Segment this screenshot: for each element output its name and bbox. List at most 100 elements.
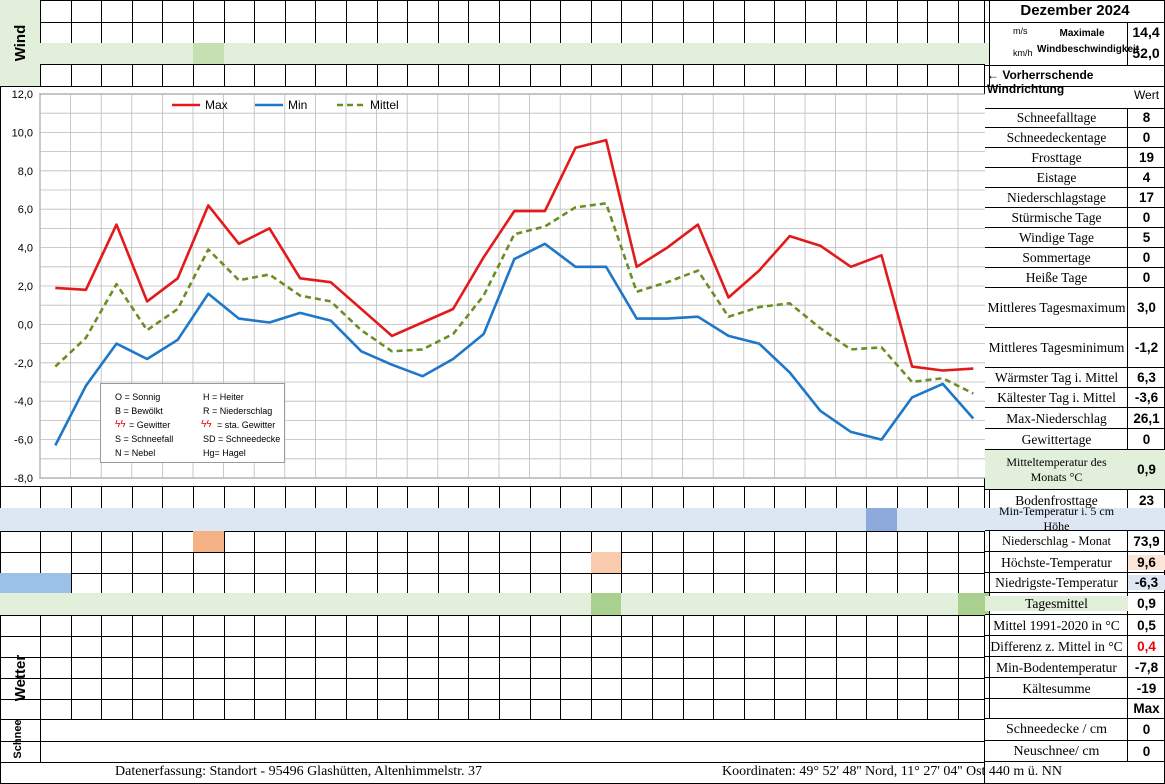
weather-code <box>132 615 163 636</box>
day-number <box>193 486 224 508</box>
legend-item: O = Sonnig <box>115 392 161 402</box>
row-summary-label: Mittel 1991-2020 in °C <box>993 617 1120 633</box>
niedrigst-value <box>132 573 163 593</box>
wind-direction <box>315 64 346 86</box>
niederschlag-value <box>683 531 714 552</box>
day-number <box>836 486 867 508</box>
wind-kmh-value <box>132 43 163 64</box>
mittel-value <box>162 593 193 615</box>
grid-line <box>1127 208 1128 228</box>
weather-code <box>866 657 897 678</box>
day-number <box>530 486 561 508</box>
stat-label: Niederschlagstage <box>1007 190 1106 205</box>
stat-value: 0 <box>1142 130 1151 145</box>
mittel-value <box>40 593 71 615</box>
stat-value: -3,6 <box>1134 390 1159 405</box>
mittel-value <box>590 593 622 615</box>
min5cm-value <box>468 508 499 531</box>
legend-row: B = Bewölkt R = Niederschlag <box>115 406 285 419</box>
row-divider <box>0 64 985 65</box>
grid-line <box>1127 188 1128 208</box>
hoechst-value <box>774 552 805 573</box>
row-summary-label: Schneedecke / cm <box>1005 722 1108 737</box>
series-line-mittel <box>54 202 974 395</box>
wind-direction <box>560 64 591 86</box>
weather-code <box>101 636 132 657</box>
stat-value: 5 <box>1142 230 1151 245</box>
niederschlag-value <box>407 531 438 552</box>
row-summary-value: -7,8 <box>1134 659 1159 675</box>
day-number <box>774 486 805 508</box>
wind-kmh-value <box>101 43 132 64</box>
mittel-value <box>254 593 285 615</box>
niederschlag-value <box>530 531 561 552</box>
stat-label: Mittleres Tagesmaximum <box>987 300 1126 315</box>
unit-ms: m/s <box>1013 26 1028 36</box>
niedrigst-value <box>713 573 744 593</box>
day-number <box>836 0 867 22</box>
niedrigst-value <box>438 573 469 593</box>
row-divider <box>0 699 985 700</box>
day-number <box>805 486 836 508</box>
row-summary: Niedrigste-Temperatur -6,3 <box>985 573 1165 593</box>
niederschlag-value <box>285 531 316 552</box>
wind-kmh-value <box>315 43 346 64</box>
hoechst-value <box>315 552 346 573</box>
niedrigst-value <box>927 573 958 593</box>
weather-code <box>468 636 499 657</box>
row-summary: Mittel 1991-2020 in °C 0,5 <box>985 615 1165 636</box>
weather-code <box>285 615 316 636</box>
weather-code <box>866 678 897 699</box>
day-number <box>468 486 499 508</box>
weather-code <box>927 636 958 657</box>
niederschlag-value <box>468 531 499 552</box>
weather-code <box>744 636 775 657</box>
legend-label: Min <box>288 98 307 112</box>
weather-code <box>40 657 71 678</box>
niederschlag-value <box>101 531 132 552</box>
hoechst-value <box>40 552 71 573</box>
row-summary: Neuschnee/ cm 0 <box>985 741 1165 762</box>
weather-code <box>774 657 805 678</box>
row-divider <box>0 86 985 87</box>
weather-code <box>621 678 652 699</box>
y-tick-label: 6,0 <box>18 204 33 216</box>
niedrigst-value <box>499 573 530 593</box>
stat-label: Eistage <box>1036 170 1077 185</box>
row-summary-value: -19 <box>1136 680 1157 696</box>
hoechst-value <box>897 552 928 573</box>
mittel-value <box>71 593 102 615</box>
row-summary-value: 0,5 <box>1137 617 1156 633</box>
niederschlag-value <box>40 531 71 552</box>
wind-direction <box>591 64 622 86</box>
weather-code <box>683 615 714 636</box>
stat-row: Frosttage 19 <box>985 148 1165 168</box>
row-divider <box>0 657 985 658</box>
wind-ms-value <box>866 22 897 43</box>
stat-label: Mittleres Tagesminimum <box>988 340 1125 355</box>
hoechst-value <box>224 552 255 573</box>
wind-ms-value <box>774 22 805 43</box>
day-number <box>560 0 591 22</box>
weather-code <box>438 678 469 699</box>
weather-code <box>652 615 683 636</box>
weather-code <box>897 636 928 657</box>
hoechst-value <box>468 552 499 573</box>
hoechst-value <box>866 552 897 573</box>
weather-code <box>560 636 591 657</box>
weather-code <box>285 657 316 678</box>
wind-ms-value <box>621 22 652 43</box>
row-divider <box>0 531 985 532</box>
mittel-value <box>468 593 499 615</box>
stat-row: Heiße Tage 0 <box>985 268 1165 288</box>
stat-value: 4 <box>1142 170 1151 185</box>
weather-code <box>713 615 744 636</box>
weather-code <box>713 678 744 699</box>
mittel-value <box>315 593 346 615</box>
row-summary-value: 0,9 <box>1137 596 1156 611</box>
wind-kmh-value <box>285 43 316 64</box>
weather-code <box>162 657 193 678</box>
wind-direction <box>499 64 530 86</box>
wind-ms-value <box>132 22 163 43</box>
niedrigst-value <box>407 573 438 593</box>
